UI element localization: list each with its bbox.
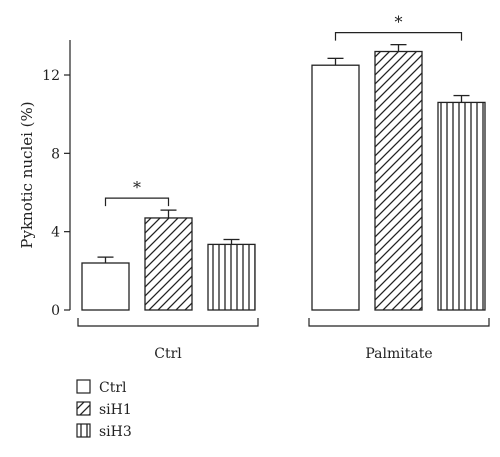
- group-brackets: Ctrl Palmitate: [77, 318, 490, 362]
- group-label-ctrl: Ctrl: [154, 346, 182, 362]
- y-tick-label: 4: [51, 225, 60, 241]
- legend-label-sih3: siH3: [99, 424, 132, 440]
- legend-swatch-sih1: [76, 401, 91, 416]
- legend-label-sih1: siH1: [99, 402, 132, 418]
- significance-marker: *: [133, 178, 141, 197]
- legend: Ctrl siH1 siH3: [76, 379, 132, 440]
- y-tick-label: 12: [42, 68, 60, 84]
- bar-sih1-ctrl: [144, 217, 193, 311]
- bars: [81, 50, 486, 311]
- significance-brackets: **: [104, 13, 463, 207]
- legend-swatch-ctrl: [76, 379, 91, 394]
- significance-bracket: [104, 197, 170, 207]
- bar-sih3-palmitate: [437, 101, 486, 311]
- bar-ctrl-palmitate: [311, 64, 360, 311]
- bar-ctrl-ctrl: [81, 262, 130, 311]
- significance-marker: *: [395, 13, 403, 32]
- y-tick-label: 8: [51, 146, 60, 162]
- error-bars: [97, 43, 470, 263]
- group-bracket: [308, 318, 490, 327]
- bar-sih1-palmitate: [374, 50, 423, 311]
- significance-bracket: [334, 32, 463, 41]
- y-tick-label: 0: [51, 303, 60, 319]
- group-label-palmitate: Palmitate: [365, 346, 432, 362]
- legend-label-ctrl: Ctrl: [99, 380, 127, 396]
- y-ticks: 0 4 8 12: [42, 68, 70, 319]
- bar-sih3-ctrl: [207, 243, 256, 311]
- y-axis-label: Pyknotic nuclei (%): [18, 101, 36, 248]
- legend-swatch-sih3: [76, 423, 91, 438]
- group-bracket: [77, 318, 259, 327]
